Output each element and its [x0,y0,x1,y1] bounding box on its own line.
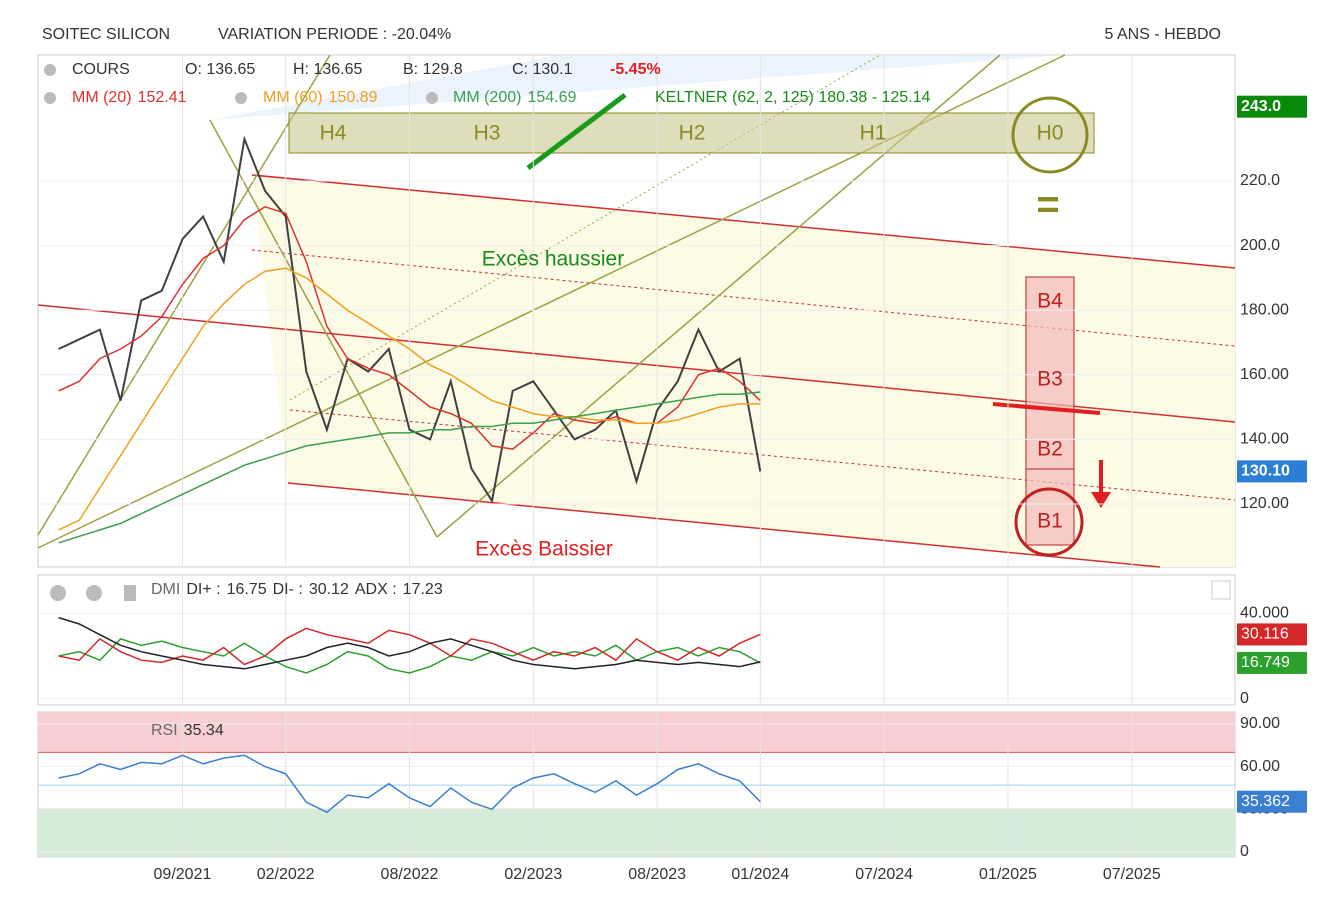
value-tag-label: 16.749 [1241,654,1290,671]
panel-title: RSI [151,722,178,739]
level-h: H0 [1037,122,1064,145]
price-tag-label: 130.10 [1241,463,1290,480]
y-tick-label: 40.000 [1240,605,1289,622]
series-name: MM (20) [72,89,132,106]
instrument-name: SOITEC SILICON [42,26,170,43]
x-tick-label: 01/2024 [731,866,789,883]
series-name: DI- : [273,581,303,598]
panel-title: DMI [151,581,180,598]
variation: VARIATION PERIODE : -20.04% [218,26,451,43]
value-tag [1237,623,1307,646]
period: 5 ANS - HEBDO [1105,26,1221,43]
series-line [58,638,761,674]
legend: MM (60) 150.89 [263,89,378,106]
x-tick-label: 02/2023 [504,866,562,883]
x-tick-label: 01/2025 [979,866,1037,883]
series-line [58,267,761,531]
price-tag [1237,460,1307,483]
level-b: B1 [1037,510,1063,533]
legend: RSI 35.34 [151,722,224,739]
value-tag-label: 30.116 [1241,626,1289,643]
overbought-zone [38,712,1235,753]
series-line [58,616,761,670]
level-b: B2 [1037,438,1063,461]
y-tick-label: 180.00 [1240,301,1289,318]
value-tag [1237,651,1307,674]
legend: DMI DI+ : 16.75 DI- : 30.12 ADX : 17.23 [151,581,443,598]
series-last: 17.23 [403,581,443,598]
y-tick-label: 90.00 [1240,715,1280,732]
ohlc: B: 129.8 [403,61,463,78]
level-b: B4 [1037,290,1063,313]
level-h: H2 [679,122,706,145]
series-last: 16.75 [227,581,267,598]
series-name: ADX : [355,581,397,598]
y-tick-label: 140.00 [1240,431,1289,448]
y-tick-label: 220.0 [1240,172,1280,189]
legend: MM (20) 152.41 [72,89,187,106]
value-tag-label: 35.362 [1241,793,1290,810]
series-name: MM (200) [453,89,521,106]
y-tick-label: 0 [1240,690,1249,707]
series-last: 152.41 [138,89,187,106]
series-last: 154.69 [527,89,576,106]
series-line [58,135,762,504]
ohlc: C: 130.1 [512,61,573,78]
y-tick-label: 0 [1240,843,1249,860]
x-tick-label: 02/2022 [257,866,315,883]
x-tick-label: 08/2023 [628,866,686,883]
series-last: 35.34 [184,722,224,739]
ohlc: O: 136.65 [185,61,255,78]
series-name: MM (60) [263,89,323,106]
y-tick-label: 60.00 [1240,758,1280,775]
series-last: 30.12 [309,581,349,598]
series-line [58,391,761,544]
level-b: B3 [1037,368,1063,391]
x-tick-label: 09/2021 [154,866,212,883]
annotation: Excès Baissier [475,538,613,561]
value-tag [1237,790,1307,813]
x-tick-label: 07/2024 [855,866,913,883]
oversold-zone [38,809,1235,857]
level-h: H3 [474,122,501,145]
series-last: 150.89 [329,89,378,106]
level-h: H4 [320,122,347,145]
x-tick-label: 07/2025 [1103,866,1161,883]
equal-sign: = [1036,183,1059,227]
price-tag [1237,95,1307,118]
keltner: KELTNER (62, 2, 125) 180.38 - 125.14 [655,89,931,106]
x-tick-label: 08/2022 [381,866,439,883]
cours-label: COURS [72,61,130,78]
price-tag-label: 243.0 [1241,98,1281,115]
level-h: H1 [860,122,887,145]
change: -5.45% [610,61,661,78]
ohlc: H: 136.65 [293,61,362,78]
y-tick-label: 200.0 [1240,237,1280,254]
y-tick-label: 120.00 [1240,495,1289,512]
legend: MM (200) 154.69 [453,89,576,106]
annotation: Excès haussier [482,248,624,271]
series-line [58,754,761,814]
y-tick-label: 160.00 [1240,366,1289,383]
series-name: DI+ : [186,581,220,598]
